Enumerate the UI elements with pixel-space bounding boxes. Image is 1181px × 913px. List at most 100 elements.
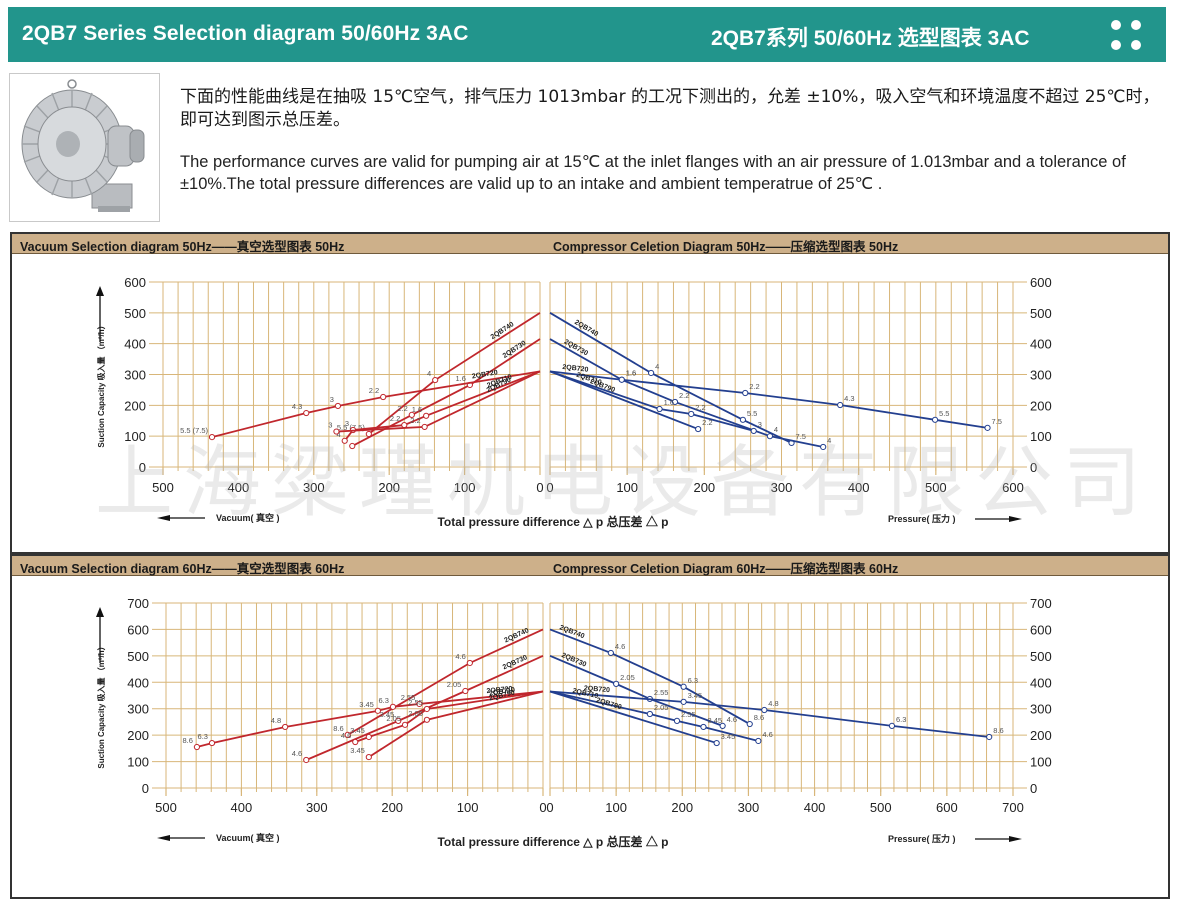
data-point: [341, 437, 348, 444]
data-label: 2.05: [386, 714, 401, 723]
data-label: 3: [345, 419, 349, 428]
x-tick-label: 400: [804, 800, 826, 815]
chart-vacuum-0: 500 400 300 200 100 0010020030040050060045.5 …: [96, 275, 669, 529]
series-line-2QB740: [549, 312, 792, 444]
data-label: 3.45: [350, 726, 365, 735]
y-tick-label: 600: [127, 622, 149, 637]
data-label: 2.05: [620, 673, 635, 682]
series-line-2QB730: [549, 655, 723, 727]
x-tick-label: 0: [536, 480, 543, 495]
data-label: 4.3: [292, 402, 302, 411]
data-label: 6.3: [688, 676, 698, 685]
series-line-2QB720: [549, 370, 988, 429]
data-point: [746, 720, 753, 728]
data-point: [208, 739, 216, 747]
data-label: 4: [827, 436, 831, 445]
y-tick-label: 300: [124, 368, 146, 383]
y-tick-label: 400: [127, 675, 149, 690]
data-label: 2.2: [702, 418, 712, 427]
x-tick-label: 400: [228, 480, 250, 495]
data-point: [334, 402, 342, 410]
data-point: [888, 722, 896, 729]
data-label: 8.6: [333, 724, 343, 733]
data-point: [380, 393, 387, 401]
data-point: [647, 369, 655, 377]
data-point: [713, 739, 720, 747]
up-arrow-icon: [96, 607, 104, 617]
data-label: 2.55: [681, 710, 696, 719]
data-point: [421, 423, 428, 431]
left-arrow-icon: [157, 835, 170, 841]
data-label: 8.6: [754, 713, 764, 722]
series-label: 2QB720: [486, 686, 513, 696]
data-label: 2.05: [654, 703, 669, 712]
data-label: 3.45: [350, 746, 365, 755]
data-label: 5.5: [939, 409, 949, 418]
data-point: [688, 410, 695, 418]
data-point: [755, 737, 762, 745]
data-label: 5.5: [747, 409, 757, 418]
series-line-2QB790: [368, 690, 544, 758]
data-label: 4.8: [271, 716, 281, 725]
data-point: [646, 710, 653, 718]
data-label: 2.05: [447, 680, 462, 689]
series-label: 2QB720: [471, 369, 498, 380]
series-label: 2QB720: [562, 364, 589, 374]
data-label: 6.3: [198, 732, 208, 741]
data-point: [695, 425, 702, 433]
data-point: [742, 389, 749, 397]
data-label: 4.6: [615, 642, 625, 651]
y-tick-label: 400: [124, 337, 146, 352]
data-point: [673, 717, 681, 724]
data-label: 2.2: [369, 386, 379, 395]
four-dots-icon: [1109, 19, 1145, 53]
data-label: 2.2: [390, 414, 400, 423]
y-tick-label: 0: [139, 460, 146, 475]
x-tick-label: 100: [457, 800, 479, 815]
data-point: [416, 700, 423, 708]
y-tick-label: 100: [1030, 429, 1052, 444]
data-label: 8.6: [993, 726, 1003, 735]
data-label: 6.3: [379, 696, 389, 705]
right-arrow-icon: [1009, 516, 1022, 522]
data-label: 3: [330, 395, 334, 404]
data-point: [349, 442, 356, 450]
data-label: 8.6: [182, 736, 192, 745]
y-tick-label: 600: [1030, 622, 1052, 637]
banner-title-en: 2QB7 Series Selection diagram 50/60Hz 3A…: [22, 22, 469, 45]
y-tick-label: 600: [124, 275, 146, 290]
data-label: 3.45: [359, 700, 374, 709]
data-label: 7.5: [992, 417, 1002, 426]
banner-title-cn: 2QB7系列 50/60Hz 选型图表 3AC: [711, 27, 1030, 50]
data-label: 3.45: [721, 732, 736, 741]
data-label: 2.55: [408, 698, 423, 707]
x-tick-label: 300: [738, 800, 760, 815]
data-point: [408, 411, 415, 418]
x-tick-label: 100: [605, 800, 627, 815]
y-tick-label: 100: [1030, 755, 1052, 770]
series-line-2QB740: [549, 628, 751, 725]
pressure-direction-label: Pressure( 压力 ): [888, 833, 956, 844]
chart-compressor-1: 0 100 200 300 400 500 600 0 100 200 300 400 500 600 4 5…: [546, 275, 1051, 524]
data-label: 4.6: [727, 715, 737, 724]
data-point: [432, 376, 439, 384]
data-point: [613, 680, 620, 687]
series-line-2QB790: [549, 690, 717, 744]
panel-50hz-header: Vacuum Selection diagram 50Hz——真空选型图表 50…: [12, 234, 1168, 254]
compressor-60hz-title: Compressor Celetion Diagram 60Hz——压缩选型图表…: [553, 562, 899, 576]
data-point: [820, 443, 827, 451]
data-label: 4.6: [292, 749, 302, 758]
data-label: 4: [774, 425, 778, 434]
data-point: [193, 743, 201, 751]
panel-50hz: Vacuum Selection diagram 50Hz——真空选型图表 50…: [10, 232, 1170, 554]
y-tick-label: 200: [124, 398, 146, 413]
x-tick-label: 600: [1002, 480, 1024, 495]
y-tick-label: 300: [1030, 702, 1052, 717]
data-label: 3.45: [688, 691, 703, 700]
product-image: [9, 73, 160, 222]
data-point: [423, 412, 430, 419]
x-tick-label: 500: [925, 480, 947, 495]
data-label: 2.55: [654, 688, 669, 697]
data-point: [389, 703, 397, 710]
